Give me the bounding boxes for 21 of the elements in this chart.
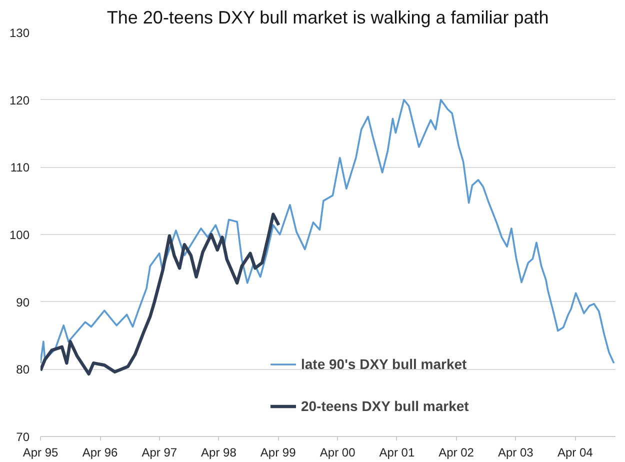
x-tick-label: Apr 97 (142, 446, 178, 460)
x-tick-label: Apr 99 (260, 446, 296, 460)
legend-label: late 90's DXY bull market (301, 356, 467, 372)
x-tick-label: Apr 00 (320, 446, 356, 460)
y-tick-label: 110 (10, 160, 30, 175)
x-tick-label: Apr 04 (557, 446, 594, 460)
x-tick-label: Apr 95 (22, 446, 59, 460)
x-tick-label: Apr 01 (379, 446, 415, 460)
line-series (40, 212, 280, 376)
x-tick-label: Apr 03 (498, 446, 534, 460)
legend-label: 20-teens DXY bull market (301, 398, 469, 414)
y-tick-label: 90 (16, 295, 30, 310)
y-tick-label: 130 (9, 26, 30, 40)
x-tick-label: Apr 96 (82, 446, 118, 460)
chart-title: The 20-teens DXY bull market is walking a familiar path (106, 8, 549, 28)
y-tick-label: 80 (16, 362, 30, 377)
y-tick-label: 70 (16, 430, 30, 444)
y-tick-label: 120 (9, 93, 30, 108)
x-tick-label: Apr 98 (201, 446, 237, 460)
y-tick-label: 100 (9, 228, 30, 242)
x-tick-label: Apr 02 (438, 446, 474, 460)
